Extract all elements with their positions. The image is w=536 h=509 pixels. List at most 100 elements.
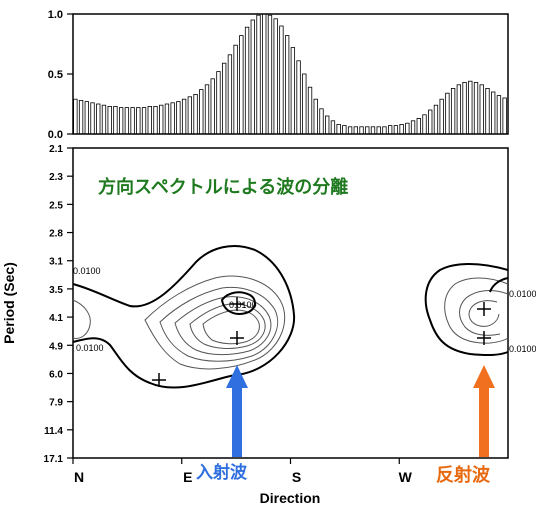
- contour-plot: 2.1 2.3 2.5 2.8 3.1 3.5 4.1 4.9 6.0 7.9 11.4 17.1 N…: [44, 144, 536, 485]
- bar: [382, 126, 387, 135]
- bar: [107, 106, 112, 135]
- reflected-arrow-head: [473, 365, 495, 388]
- bar: [78, 100, 84, 135]
- peak-marker-incident: [230, 331, 244, 345]
- contour-inner-3: [174, 296, 272, 356]
- bottom-y-tick-label: 11.4: [44, 426, 63, 437]
- bar: [491, 91, 496, 135]
- bar: [502, 97, 507, 135]
- incident-arrow-shaft: [232, 385, 242, 457]
- bar: [279, 25, 284, 135]
- contour-inner-1: [144, 275, 286, 370]
- bottom-x-tick-label: S: [292, 469, 301, 485]
- contour-right-top: [489, 277, 509, 293]
- bottom-y-tick-label: 6.0: [49, 369, 63, 380]
- bottom-x-tick-label: N: [74, 469, 84, 485]
- contour-right-1: [444, 277, 509, 344]
- bar: [273, 18, 278, 135]
- contour-right-3: [468, 300, 500, 327]
- bar: [73, 98, 78, 135]
- bar: [193, 94, 198, 135]
- bar: [376, 126, 381, 135]
- bar: [450, 88, 456, 135]
- bar: [347, 126, 353, 135]
- incident-arrow-head: [226, 365, 248, 388]
- bar: [473, 82, 479, 135]
- top-y-tick-label: 1.0: [48, 9, 63, 21]
- incident-wave-label: 入射波: [196, 462, 248, 482]
- bar: [405, 122, 410, 135]
- reflected-arrow: [473, 365, 495, 457]
- bar: [256, 14, 261, 135]
- bottom-y-tick-label: 4.9: [49, 341, 63, 352]
- bar: [479, 84, 484, 135]
- bottom-y-tick-label: 7.9: [49, 398, 63, 409]
- bar: [136, 107, 141, 135]
- bar: [319, 108, 324, 135]
- bottom-y-ticks: 2.1 2.3 2.5 2.8 3.1 3.5 4.1 4.9 6.0 7.9 11.4 17.1: [44, 144, 73, 465]
- bar: [342, 125, 347, 135]
- bar: [359, 126, 364, 135]
- peak-marker-reflected: [477, 331, 491, 345]
- bar: [210, 78, 215, 135]
- bar: [233, 44, 238, 135]
- bar: [170, 102, 175, 135]
- bar: [181, 98, 187, 135]
- direction-energy-bar-chart: 1.0 0.5 0.0: [48, 9, 509, 141]
- contour-right-2: [459, 290, 509, 336]
- peak-marker-low: [152, 373, 166, 387]
- reflected-wave-label: 反射波: [436, 464, 491, 485]
- bar: [325, 115, 330, 135]
- bar: [296, 60, 301, 135]
- bar: [284, 35, 290, 135]
- bar: [101, 104, 107, 135]
- bottom-y-tick-label: 2.8: [49, 229, 63, 240]
- bar: [130, 107, 135, 135]
- bar: [187, 96, 192, 135]
- bar: [445, 92, 450, 135]
- bar: [410, 120, 416, 135]
- bar: [307, 86, 313, 135]
- top-y-tick-label: 0.0: [48, 129, 63, 141]
- bar: [468, 80, 473, 135]
- bottom-y-tick-label: 4.1: [49, 313, 63, 324]
- bar: [118, 107, 124, 135]
- bar: [159, 104, 164, 135]
- bottom-y-tick-label: 2.5: [49, 200, 63, 211]
- contour-label-1: 0.0100: [73, 266, 101, 276]
- top-plot-frame: [72, 13, 509, 135]
- y-axis-label: Period (Sec): [1, 262, 17, 344]
- bottom-x-tick-label: E: [183, 469, 192, 485]
- bar: [302, 73, 307, 135]
- bar: [262, 13, 267, 135]
- bar: [393, 125, 399, 135]
- bottom-x-tick-label: W: [399, 469, 413, 485]
- bar: [267, 14, 273, 135]
- contour-inner-4: [189, 303, 266, 349]
- bar: [124, 107, 130, 135]
- bar: [439, 98, 444, 135]
- bar: [399, 124, 404, 135]
- contour-labels: 0.0100 0.0100 0.0100 0.0100 0.0100: [73, 266, 536, 354]
- bar: [176, 101, 181, 135]
- bar: [365, 126, 370, 135]
- incident-arrow: [226, 365, 248, 457]
- bar: [141, 107, 147, 135]
- contour-left-edge: [72, 299, 91, 339]
- contour-label-3: 0.0100: [229, 300, 257, 310]
- reflected-arrow-shaft: [479, 385, 489, 457]
- contour-inner-5: [202, 309, 260, 345]
- bottom-y-tick-label: 3.1: [49, 257, 63, 268]
- bar: [199, 89, 204, 135]
- chart-title: 方向スペクトルによる波の分離: [98, 176, 348, 197]
- contour-outer-right: [424, 263, 509, 357]
- bar: [428, 109, 433, 135]
- contour-label-4: 0.0100: [509, 289, 536, 299]
- bottom-y-tick-label: 2.3: [49, 172, 63, 183]
- bar: [153, 106, 158, 135]
- bar: [422, 114, 427, 135]
- bar: [244, 26, 250, 135]
- bar: [227, 54, 233, 135]
